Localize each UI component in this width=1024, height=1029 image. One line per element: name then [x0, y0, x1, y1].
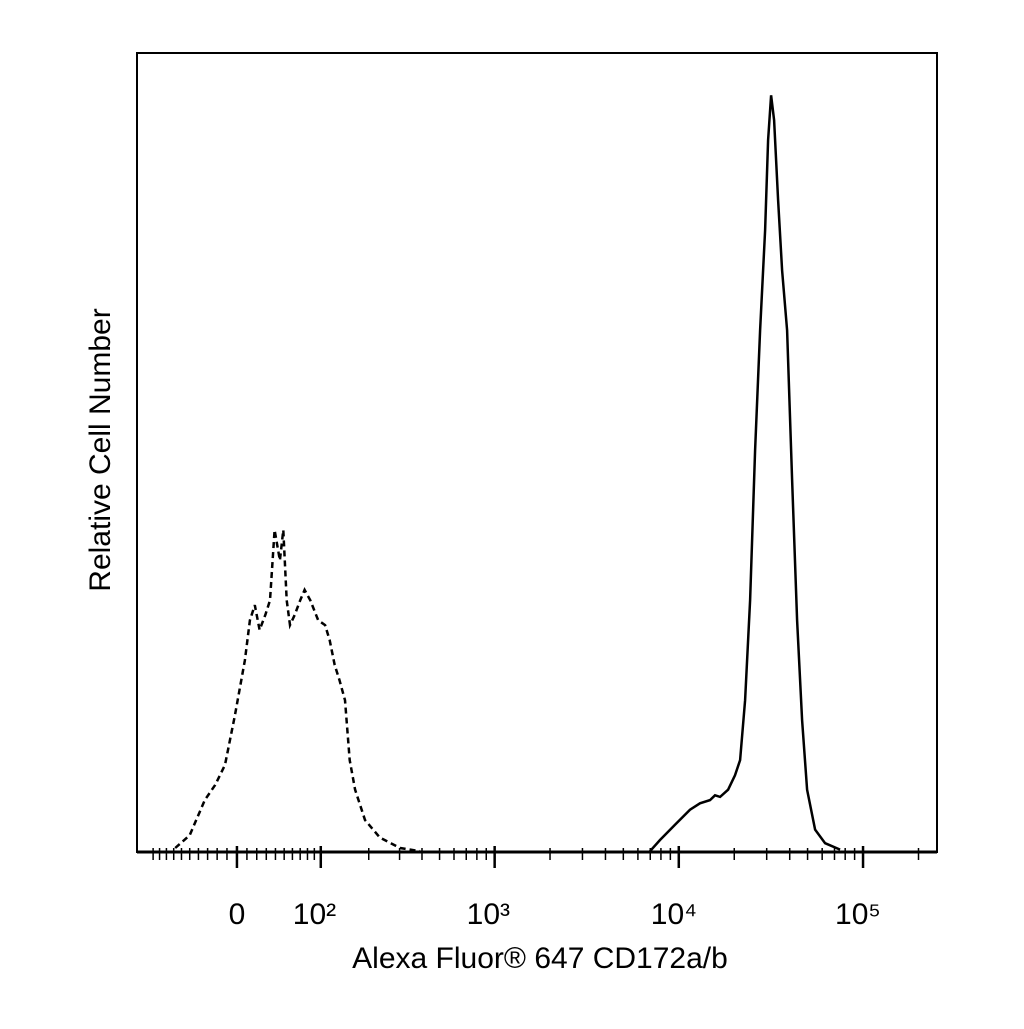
x-tick-label: 10⁴ [651, 898, 697, 931]
series-line [174, 529, 421, 853]
x-tick-label: 10² [293, 898, 336, 931]
plot-frame [136, 52, 938, 853]
x-tick-label: 10⁵ [835, 898, 881, 931]
series-line [649, 95, 841, 853]
y-axis-label: Relative Cell Number [84, 308, 117, 591]
x-tick-label: 10³ [467, 898, 510, 931]
x-axis-label: Alexa Fluor® 647 CD172a/b [352, 942, 728, 975]
x-tick-label: 0 [229, 898, 246, 931]
